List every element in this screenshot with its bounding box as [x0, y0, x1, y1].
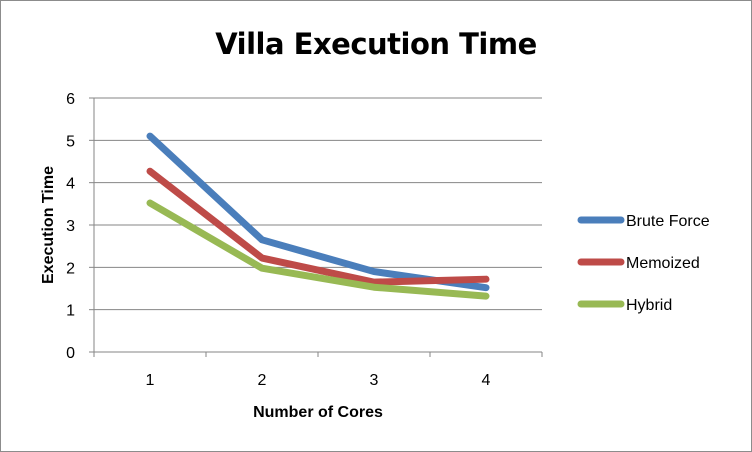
legend-label: Memoized [626, 255, 700, 272]
axes [89, 97, 543, 357]
x-tick-label: 4 [482, 372, 491, 389]
chart-title: Villa Execution Time [215, 27, 537, 61]
y-tick-label: 2 [66, 260, 75, 277]
series-line-hybrid [146, 199, 490, 300]
y-tick-label: 4 [66, 176, 75, 193]
y-tick-label: 5 [66, 133, 75, 150]
legend: Brute Force Memoized Hybrid [577, 213, 710, 314]
legend-label: Brute Force [626, 213, 710, 230]
legend-label: Hybrid [626, 297, 672, 314]
y-tick-label: 0 [66, 345, 75, 362]
y-tick-label: 3 [66, 218, 75, 235]
x-tick-label: 2 [258, 372, 267, 389]
series-lines [146, 132, 490, 300]
x-axis-title: Number of Cores [253, 404, 383, 421]
x-tick-labels: 1 2 3 4 [146, 372, 491, 389]
y-tick-labels: 0 1 2 3 4 5 6 [66, 91, 75, 362]
y-tick-label: 1 [66, 303, 75, 320]
x-tick-label: 3 [370, 372, 379, 389]
y-tick-label: 6 [66, 91, 75, 108]
series-line-memoized [146, 167, 490, 286]
y-axis-title: Execution Time [40, 166, 57, 284]
x-tick-label: 1 [146, 372, 155, 389]
